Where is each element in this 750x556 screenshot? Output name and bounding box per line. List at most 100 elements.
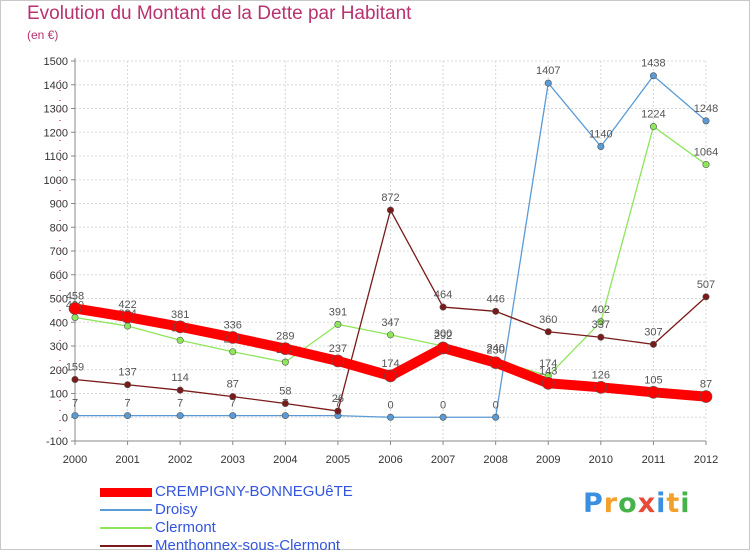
data-point xyxy=(439,413,447,421)
data-label: 0 xyxy=(440,399,446,411)
y-tick-label: 300 xyxy=(50,341,68,353)
legend-label: Menthonnex-sous-Clermont xyxy=(155,537,341,554)
y-tick-label: 500 xyxy=(50,294,68,306)
x-tick-label: 2012 xyxy=(694,454,718,466)
data-point xyxy=(124,322,132,330)
chart-subtitle: (en €) xyxy=(27,28,59,42)
data-label: 7 xyxy=(125,398,131,410)
x-tick-label: 2005 xyxy=(326,454,350,466)
data-label: 174 xyxy=(381,358,399,370)
legend-swatch xyxy=(100,545,152,547)
data-point xyxy=(489,356,502,369)
x-tick-label: 2009 xyxy=(536,454,560,466)
data-label: 0 xyxy=(493,399,499,411)
data-label: 872 xyxy=(381,192,399,204)
data-point xyxy=(176,336,184,344)
data-point xyxy=(544,328,552,336)
data-point xyxy=(647,386,660,399)
data-point xyxy=(594,381,608,394)
data-point xyxy=(649,72,657,80)
x-tick-label: 2002 xyxy=(168,454,192,466)
y-tick-label: 0 xyxy=(62,412,68,424)
x-tick-label: 2008 xyxy=(483,454,507,466)
data-point xyxy=(386,206,394,214)
data-point xyxy=(386,413,394,421)
data-label: 1064 xyxy=(694,147,718,159)
data-label: 289 xyxy=(276,331,294,343)
x-tick-label: 2010 xyxy=(589,454,613,466)
data-label: 114 xyxy=(171,372,189,384)
legend-label: CREMPIGNY-BONNEGUêTE xyxy=(155,483,353,500)
data-label: 402 xyxy=(592,304,610,316)
data-label: 446 xyxy=(486,293,504,305)
data-label: 458 xyxy=(66,290,84,302)
data-point xyxy=(492,307,500,315)
data-point xyxy=(279,342,292,355)
legend-label: Droisy xyxy=(155,501,198,518)
data-label: 240 xyxy=(486,342,504,354)
data-label: 7 xyxy=(72,398,78,410)
y-tick-label: 800 xyxy=(50,222,68,234)
data-point xyxy=(226,331,240,344)
data-point xyxy=(384,369,397,383)
data-point xyxy=(173,320,187,334)
x-tick-label: 2011 xyxy=(642,454,666,466)
data-point xyxy=(702,161,710,169)
data-label: 381 xyxy=(171,309,189,321)
x-tick-label: 2007 xyxy=(431,454,455,466)
data-point xyxy=(334,320,342,328)
data-label: 26 xyxy=(332,393,344,405)
data-label: 337 xyxy=(592,319,610,331)
data-point xyxy=(281,358,289,366)
data-label: 87 xyxy=(700,379,712,391)
data-point xyxy=(331,354,345,368)
data-label: 464 xyxy=(434,289,452,301)
y-tick-label: 1000 xyxy=(44,175,68,187)
data-label: 87 xyxy=(227,379,239,391)
y-tick-label: 1400 xyxy=(44,80,68,92)
x-tick-label: 2001 xyxy=(115,454,139,466)
data-point xyxy=(176,386,184,394)
y-tick-label: 100 xyxy=(50,389,68,401)
data-label: 292 xyxy=(434,330,452,342)
y-tick-label: 1200 xyxy=(44,127,68,139)
y-tick-label: 600 xyxy=(50,270,68,282)
data-point xyxy=(68,302,82,315)
data-point xyxy=(649,340,657,348)
legend-swatch xyxy=(100,527,152,529)
y-tick-label: 700 xyxy=(50,246,68,258)
data-point xyxy=(229,412,237,420)
chart-title: Evolution du Montant de la Dette par Hab… xyxy=(27,3,412,24)
data-point xyxy=(492,413,500,421)
data-point xyxy=(649,123,657,131)
y-tick-label: -100 xyxy=(46,436,68,448)
data-point xyxy=(597,333,605,341)
data-label: 1140 xyxy=(589,129,613,141)
data-label: 307 xyxy=(644,326,662,338)
x-tick-label: 2006 xyxy=(378,454,402,466)
data-label: 58 xyxy=(279,385,291,397)
y-tick-label: 1100 xyxy=(44,151,68,163)
data-point xyxy=(386,331,394,339)
y-tick-label: 1300 xyxy=(44,104,68,116)
data-label: 7 xyxy=(335,398,341,410)
data-label: 0 xyxy=(387,399,393,411)
data-label: 230 xyxy=(486,345,504,357)
data-point xyxy=(702,117,710,125)
data-point xyxy=(702,293,710,301)
data-point xyxy=(71,375,79,383)
data-label: 336 xyxy=(224,319,242,331)
data-point xyxy=(597,318,605,326)
data-point xyxy=(229,348,237,356)
data-label: 174 xyxy=(539,358,557,370)
data-point xyxy=(121,310,134,324)
data-label: 300 xyxy=(434,328,452,340)
data-label: 1407 xyxy=(536,65,560,77)
y-tick-label: 1500 xyxy=(44,56,68,68)
data-label: 1224 xyxy=(641,109,665,121)
x-tick-label: 2003 xyxy=(221,454,245,466)
y-tick-label: 200 xyxy=(50,365,68,377)
data-label: 105 xyxy=(644,374,662,386)
